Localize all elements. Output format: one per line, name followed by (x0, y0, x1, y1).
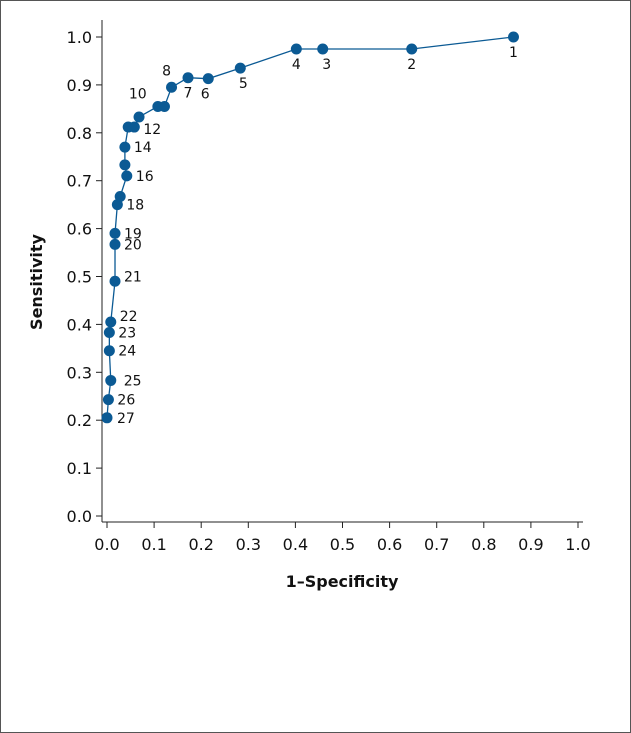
roc-point (406, 43, 418, 55)
x-tick-label: 0.5 (330, 535, 355, 554)
y-axis-title: Sensitivity (27, 233, 46, 329)
point-label: 12 (143, 122, 161, 138)
roc-point (105, 374, 117, 386)
roc-point (102, 394, 114, 406)
x-tick-label: 0.6 (377, 535, 402, 554)
x-tick-label: 0.2 (188, 535, 213, 554)
roc-point (101, 412, 113, 424)
point-label: 20 (124, 237, 142, 253)
roc-curve-line (106, 36, 514, 418)
roc-point (507, 31, 519, 43)
x-tick-label: 0.0 (94, 535, 119, 554)
x-tick-label: 0.3 (236, 535, 261, 554)
roc-point (119, 141, 131, 153)
point-label: 2 (407, 57, 416, 73)
point-label: 5 (239, 76, 248, 92)
point-label: 10 (129, 86, 147, 102)
x-tick-label: 0.8 (471, 535, 496, 554)
point-label: 27 (117, 411, 135, 427)
roc-point (105, 316, 117, 328)
point-label: 24 (118, 344, 136, 360)
x-ticks: 0.0 0.1 0.2 0.3 0.4 0.5 0.6 0.7 0.8 0.9 1.0 (94, 522, 591, 554)
roc-point (119, 159, 131, 171)
point-label: 4 (292, 57, 301, 73)
y-tick-label: 0.1 (67, 459, 92, 478)
point-label: 21 (124, 269, 142, 285)
point-label: 1 (509, 45, 518, 61)
y-tick-label: 1.0 (67, 28, 92, 47)
roc-point (128, 121, 140, 133)
roc-point (109, 227, 121, 239)
y-tick-label: 0.5 (67, 268, 92, 287)
roc-point (103, 327, 115, 339)
y-tick-label: 0.0 (67, 507, 92, 526)
point-label: 23 (118, 326, 136, 342)
point-label: 7 (184, 86, 193, 102)
roc-point (121, 170, 133, 182)
roc-point (109, 238, 121, 250)
y-tick-label: 0.7 (67, 172, 92, 191)
y-tick-label: 0.2 (67, 411, 92, 430)
point-label: 6 (201, 87, 210, 103)
point-label: 8 (162, 63, 171, 79)
point-label: 19 (124, 226, 142, 242)
roc-point (103, 345, 115, 357)
y-tick-label: 0.6 (67, 220, 92, 239)
x-tick-label: 1.0 (565, 535, 590, 554)
point-label: 3 (322, 57, 331, 73)
point-label: 18 (126, 198, 144, 214)
y-tick-label: 0.9 (67, 76, 92, 95)
point-label: 26 (117, 393, 135, 409)
x-axis-title: 1–Specificity (286, 572, 399, 591)
roc-point (317, 43, 329, 55)
roc-point (290, 43, 302, 55)
roc-point (234, 62, 246, 74)
point-label: 16 (136, 169, 154, 185)
point-label: 25 (124, 373, 142, 389)
roc-point (109, 275, 121, 287)
roc-point (158, 100, 170, 112)
y-tick-label: 0.4 (67, 315, 92, 334)
y-ticks: 0.0 0.1 0.2 0.3 0.4 0.5 0.6 0.7 0.8 0.9 1.0 (67, 28, 102, 526)
roc-point (166, 81, 178, 93)
roc-point (202, 73, 214, 85)
y-tick-label: 0.3 (67, 363, 92, 382)
x-tick-label: 0.9 (518, 535, 543, 554)
point-label: 14 (134, 140, 152, 156)
roc-point (114, 191, 126, 203)
point-label: 22 (120, 309, 138, 325)
x-tick-label: 0.1 (141, 535, 166, 554)
x-tick-label: 0.7 (424, 535, 449, 554)
roc-point (182, 72, 194, 84)
roc-point (133, 111, 145, 123)
x-tick-label: 0.4 (283, 535, 308, 554)
y-tick-label: 0.8 (67, 124, 92, 143)
